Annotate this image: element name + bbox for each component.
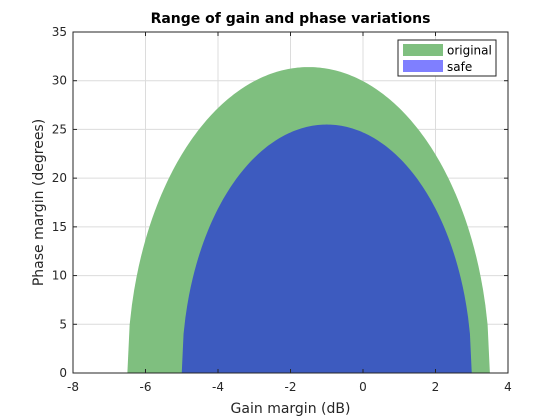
y-tick-label: 15 bbox=[52, 220, 67, 234]
legend-swatch-safe bbox=[403, 60, 443, 72]
y-tick-labels: 0 5 10 15 20 25 30 35 bbox=[52, 25, 67, 380]
legend: original safe bbox=[397, 39, 497, 77]
area-series bbox=[127, 67, 490, 373]
legend-swatch-original bbox=[403, 44, 443, 56]
x-tick-label: -2 bbox=[285, 380, 297, 394]
y-tick-label: 35 bbox=[52, 25, 67, 39]
y-tick-label: 10 bbox=[52, 269, 67, 283]
y-tick-label: 20 bbox=[52, 171, 67, 185]
x-tick-label: 0 bbox=[359, 380, 367, 394]
chart-title: Range of gain and phase variations bbox=[151, 11, 431, 27]
x-tick-label: -4 bbox=[212, 380, 224, 394]
y-tick-label: 25 bbox=[52, 122, 67, 136]
tick-marks bbox=[72, 31, 509, 374]
x-axis-label: Gain margin (dB) bbox=[231, 401, 351, 417]
x-tick-label: 4 bbox=[504, 380, 512, 394]
x-tick-label: -6 bbox=[140, 380, 152, 394]
y-tick-label: 0 bbox=[59, 366, 67, 380]
x-tick-labels: -8 -6 -4 -2 0 2 4 bbox=[67, 380, 512, 394]
y-tick-label: 30 bbox=[52, 74, 67, 88]
y-tick-label: 5 bbox=[59, 317, 67, 331]
y-axis-label: Phase margin (degrees) bbox=[31, 119, 47, 286]
x-tick-label: -8 bbox=[67, 380, 79, 394]
legend-label-safe: safe bbox=[447, 60, 472, 74]
area-safe bbox=[181, 124, 472, 373]
x-tick-label: 2 bbox=[432, 380, 440, 394]
legend-label-original: original bbox=[447, 44, 492, 58]
